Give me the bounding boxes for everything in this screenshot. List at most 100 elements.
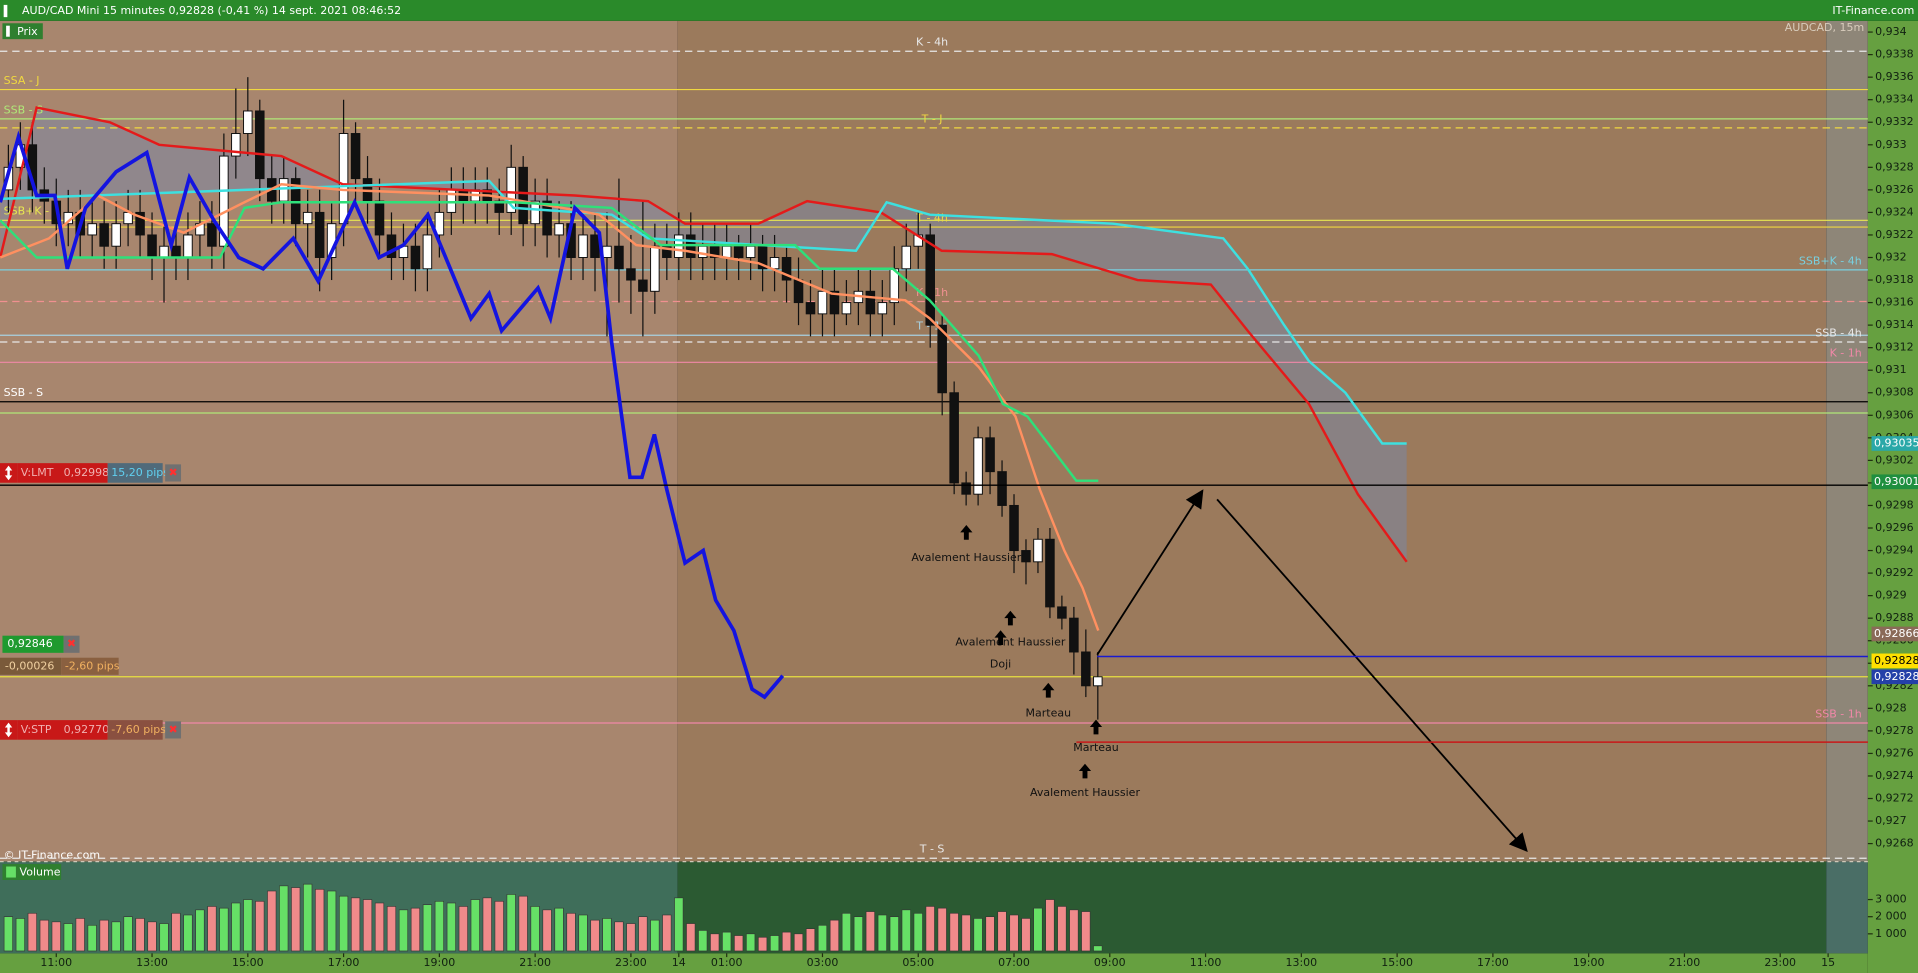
- y-tick-label: 0,9272: [1875, 792, 1913, 805]
- candle-body: [338, 133, 349, 225]
- y-tick-label: 0,928: [1875, 701, 1906, 714]
- x-tick-label: 17:00: [328, 956, 360, 969]
- x-tick-label: 23:00: [615, 956, 647, 969]
- candle-body: [829, 290, 840, 315]
- volume-bar: [614, 921, 624, 952]
- volume-bar: [937, 907, 947, 952]
- candle-body: [865, 290, 876, 315]
- y-tick-label: 0,9338: [1875, 48, 1913, 61]
- indicator-line: [0, 201, 1099, 482]
- x-tick-label: 13:00: [1285, 956, 1317, 969]
- volume-bar: [279, 885, 289, 952]
- y-tick-label: 0,9326: [1875, 183, 1913, 196]
- volume-bar: [446, 902, 456, 952]
- pane-tab[interactable]: [2, 23, 43, 40]
- x-tick-label: 03:00: [807, 956, 839, 969]
- candle-body: [650, 245, 660, 292]
- volume-bar: [303, 883, 313, 952]
- volume-bar: [1081, 911, 1091, 952]
- candle-body: [973, 437, 983, 495]
- volume-tick-label: 1 000: [1875, 927, 1906, 940]
- price-tag-label: 0,92866: [1874, 627, 1918, 640]
- price-tag-label: 0,93035: [1874, 436, 1918, 449]
- volume-bar: [889, 916, 899, 952]
- chart-title: AUD/CAD Mini 15 minutes 0,92828 (-0,41 %…: [22, 4, 401, 17]
- price-tag-label: 0,92828: [1874, 670, 1918, 683]
- y-tick-label: 0,9332: [1875, 115, 1913, 128]
- volume-bar: [949, 912, 959, 952]
- volume-bar: [758, 936, 768, 952]
- volume-bar: [39, 919, 49, 952]
- candle-body: [542, 200, 552, 236]
- volume-bar: [63, 923, 73, 952]
- level-label: SSB - S: [4, 103, 43, 116]
- candle-body: [350, 133, 361, 180]
- candle-body: [231, 133, 241, 157]
- candle-body: [1093, 676, 1103, 687]
- volume-bar: [530, 906, 540, 952]
- volume-bar: [362, 899, 373, 952]
- volume-bar: [422, 904, 432, 952]
- candle-body: [697, 245, 708, 258]
- volume-bar: [159, 923, 169, 952]
- candle-body: [530, 200, 540, 225]
- order-close[interactable]: [165, 464, 182, 482]
- volume-bar: [458, 906, 468, 952]
- candle-body: [183, 234, 193, 258]
- candle-body: [554, 223, 564, 236]
- x-tick-label: 21:00: [519, 956, 551, 969]
- candle-body: [219, 155, 229, 247]
- volume-bar: [686, 923, 696, 952]
- volume-bar: [123, 916, 133, 952]
- volume-bar: [925, 906, 935, 952]
- volume-bar: [781, 931, 792, 952]
- volume-bar: [566, 912, 576, 952]
- y-tick-label: 0,9298: [1875, 498, 1913, 511]
- candle-body: [386, 234, 397, 258]
- volume-bar: [554, 907, 564, 952]
- candle-body: [207, 223, 217, 247]
- volume-bar: [147, 921, 157, 952]
- candle-body: [805, 302, 816, 315]
- candle-body: [422, 234, 433, 270]
- y-tick-label: 0,934: [1875, 25, 1906, 38]
- volume-bar: [674, 897, 684, 952]
- x-tick-label: 11:00: [40, 956, 72, 969]
- order-diff: -0,00026: [5, 659, 54, 672]
- candle-body: [769, 257, 780, 270]
- candle-body: [1069, 617, 1079, 653]
- order-pips: 15,20 pips: [111, 466, 169, 479]
- volume-bar: [135, 918, 145, 952]
- volume-bar: [171, 912, 181, 952]
- order-close-x: ✖: [168, 723, 177, 736]
- pane-tab[interactable]: [2, 864, 62, 880]
- volume-bar: [327, 890, 337, 952]
- volume-bar: [87, 924, 97, 952]
- order-close-x: ✖: [168, 466, 177, 479]
- y-tick-label: 0,9268: [1875, 837, 1913, 850]
- icon: [3, 4, 8, 18]
- level-label: T - S: [919, 843, 945, 856]
- candle-body: [518, 166, 528, 225]
- volume-bar: [315, 888, 325, 952]
- level-label: T - 4h: [915, 211, 948, 224]
- order-close[interactable]: [63, 635, 80, 653]
- candle-body: [961, 482, 971, 495]
- x-tick-label: 01:00: [711, 956, 743, 969]
- icon: [6, 866, 16, 878]
- pattern-label: Marteau: [1073, 741, 1119, 754]
- y-tick-label: 0,9292: [1875, 566, 1913, 579]
- volume-bar: [207, 906, 217, 952]
- order-close[interactable]: [165, 721, 182, 739]
- y-tick-label: 0,9278: [1875, 724, 1913, 737]
- candle-body: [877, 302, 888, 315]
- candle-body: [901, 245, 912, 270]
- candle-body: [374, 200, 385, 236]
- level-label: SSB - S: [4, 386, 43, 399]
- order-pips-box: [107, 463, 163, 483]
- y-tick-label: 0,9302: [1875, 453, 1913, 466]
- pattern-arrow: [960, 525, 973, 540]
- y-tick-label: 0,9324: [1875, 205, 1913, 218]
